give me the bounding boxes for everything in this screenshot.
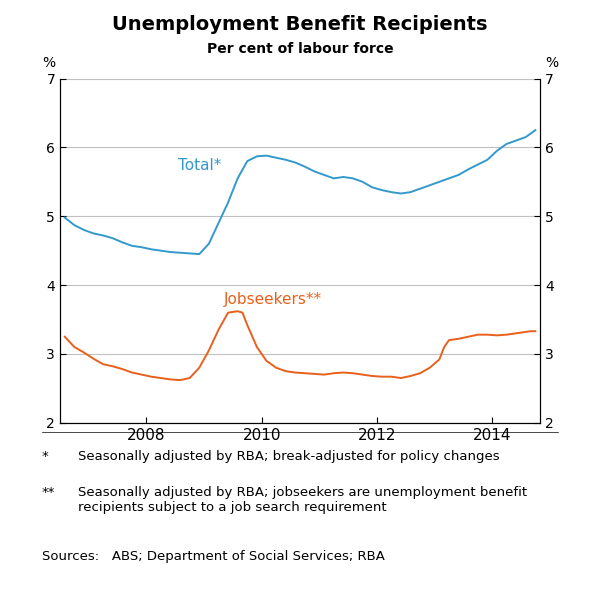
Text: Total*: Total* [178,158,221,173]
Text: %: % [42,56,55,70]
Text: Unemployment Benefit Recipients: Unemployment Benefit Recipients [112,15,488,34]
Text: Sources:   ABS; Department of Social Services; RBA: Sources: ABS; Department of Social Servi… [42,550,385,563]
Text: Seasonally adjusted by RBA; jobseekers are unemployment benefit
recipients subje: Seasonally adjusted by RBA; jobseekers a… [78,486,527,514]
Text: **: ** [42,486,56,500]
Text: Jobseekers**: Jobseekers** [224,292,322,307]
Text: Seasonally adjusted by RBA; break-adjusted for policy changes: Seasonally adjusted by RBA; break-adjust… [78,450,500,463]
Text: %: % [545,56,558,70]
Text: Per cent of labour force: Per cent of labour force [206,42,394,56]
Text: *: * [42,450,49,463]
